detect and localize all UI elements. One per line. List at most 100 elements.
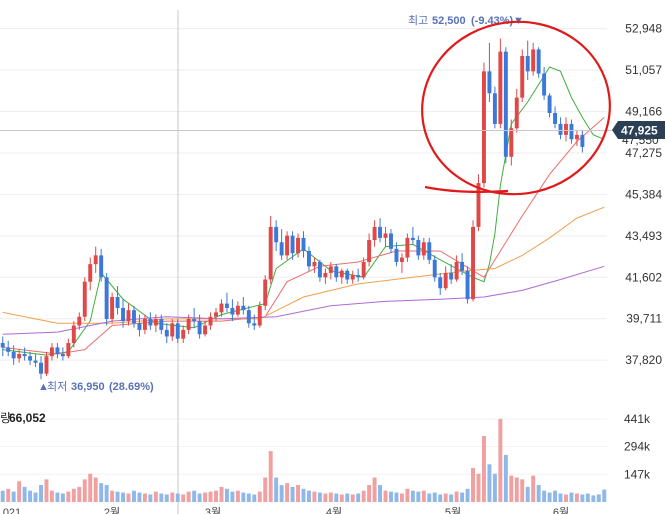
candle[interactable] (378, 218, 383, 243)
volume-bar[interactable] (361, 490, 366, 502)
candle[interactable] (542, 66, 547, 100)
volume-bar[interactable] (17, 481, 22, 502)
volume-bar[interactable] (421, 490, 426, 502)
volume-bar[interactable] (44, 479, 49, 502)
volume-bar[interactable] (372, 477, 377, 503)
candle[interactable] (323, 268, 328, 284)
volume-bar[interactable] (574, 493, 579, 502)
volume-bar[interactable] (49, 490, 54, 502)
current-price-tag[interactable]: 47,550 47,925 (612, 121, 665, 147)
volume-bar[interactable] (471, 468, 475, 502)
candle[interactable] (476, 174, 481, 232)
candle[interactable] (520, 49, 525, 103)
candle[interactable] (181, 325, 186, 344)
candle[interactable] (410, 226, 415, 245)
candle[interactable] (514, 88, 519, 133)
candle[interactable] (350, 270, 355, 284)
candle[interactable] (110, 292, 115, 324)
candle[interactable] (148, 312, 153, 330)
candle[interactable] (492, 86, 497, 129)
candle[interactable] (536, 47, 541, 78)
volume-bar[interactable] (602, 489, 607, 502)
volume-bar[interactable] (378, 485, 383, 502)
candle[interactable] (274, 220, 279, 252)
volume-bar[interactable] (514, 477, 519, 503)
volume-bar[interactable] (33, 492, 38, 502)
candle[interactable] (367, 233, 372, 267)
candle[interactable] (432, 255, 437, 282)
candle[interactable] (82, 277, 87, 322)
volume-bar[interactable] (449, 494, 454, 502)
candle[interactable] (17, 349, 22, 363)
volume-bar[interactable] (312, 491, 317, 502)
candle[interactable] (0, 336, 5, 357)
candle[interactable] (197, 314, 202, 339)
candle[interactable] (553, 106, 558, 129)
candle[interactable] (471, 220, 475, 302)
volume-bar[interactable] (224, 488, 229, 502)
volume-bar[interactable] (547, 492, 552, 502)
candle[interactable] (153, 314, 158, 333)
volume-bar[interactable] (197, 493, 202, 502)
volume-bar[interactable] (503, 454, 508, 502)
volume-bar[interactable] (28, 490, 33, 502)
volume-bar[interactable] (334, 493, 339, 502)
candle[interactable] (574, 130, 579, 146)
volume-bar[interactable] (71, 488, 76, 502)
volume-bar[interactable] (454, 491, 459, 502)
volume-bar[interactable] (279, 485, 284, 502)
candle[interactable] (137, 314, 142, 337)
volume-bar[interactable] (88, 473, 93, 502)
candle[interactable] (192, 307, 197, 328)
volume-bar[interactable] (460, 492, 465, 502)
candle[interactable] (345, 268, 350, 284)
volume-bar[interactable] (230, 491, 235, 502)
volume-bar[interactable] (241, 492, 246, 502)
candle[interactable] (290, 231, 295, 260)
volume-bar[interactable] (416, 491, 421, 502)
volume-bar[interactable] (443, 493, 448, 502)
volume-bar[interactable] (542, 490, 547, 502)
volume-bar[interactable] (525, 486, 530, 502)
candle[interactable] (104, 272, 109, 326)
candle[interactable] (564, 117, 568, 142)
candle[interactable] (203, 321, 208, 337)
volume-bar[interactable] (596, 494, 601, 502)
volume-bar[interactable] (0, 490, 5, 502)
candle[interactable] (372, 220, 377, 247)
candle[interactable] (49, 343, 54, 361)
candle[interactable] (11, 345, 16, 365)
candle[interactable] (317, 259, 322, 282)
volume-bar[interactable] (569, 492, 574, 502)
volume-bar[interactable] (285, 483, 290, 502)
candle[interactable] (279, 229, 284, 260)
candle[interactable] (405, 233, 410, 262)
volume-bar[interactable] (82, 479, 87, 502)
volume-bar[interactable] (465, 488, 470, 502)
candle[interactable] (214, 307, 218, 322)
volume-bar[interactable] (263, 477, 268, 503)
volume-bar[interactable] (22, 486, 27, 502)
candle[interactable] (235, 301, 240, 317)
volume-bar[interactable] (55, 492, 60, 502)
volume-bar[interactable] (383, 490, 388, 502)
candle[interactable] (460, 253, 465, 276)
candle[interactable] (219, 299, 224, 317)
candle[interactable] (39, 356, 43, 380)
candle[interactable] (481, 62, 486, 188)
candle[interactable] (487, 42, 492, 103)
volume-bar[interactable] (104, 485, 109, 502)
volume-bar[interactable] (159, 493, 164, 502)
candle[interactable] (241, 297, 246, 315)
volume-bar[interactable] (585, 493, 590, 502)
candle[interactable] (580, 130, 585, 153)
volume-bar[interactable] (66, 491, 71, 502)
candle[interactable] (44, 351, 49, 376)
candle[interactable] (22, 347, 27, 361)
volume-bar[interactable] (476, 473, 481, 502)
volume-bar[interactable] (487, 464, 492, 502)
volume-bar[interactable] (328, 492, 333, 502)
candle[interactable] (60, 347, 65, 361)
candle[interactable] (547, 93, 552, 118)
candle[interactable] (224, 292, 229, 313)
